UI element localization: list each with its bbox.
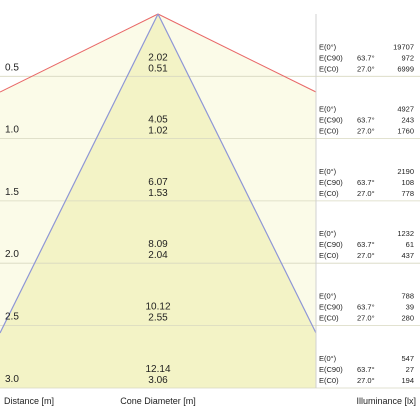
illuminance-ec90-value: 972: [401, 53, 414, 62]
illuminance-ec0-value: 194: [401, 376, 414, 385]
illuminance-axis-label: Illuminance [lx]: [356, 396, 416, 406]
illuminance-ec0-angle: 27.0°: [357, 64, 375, 73]
illuminance-ec0-label: E(C0): [319, 64, 339, 73]
cone-diameter-c90: 12.14: [145, 364, 170, 375]
cone-diameter-c0: 2.55: [148, 313, 168, 324]
cone-diameter-c90: 10.12: [145, 302, 170, 313]
illuminance-ec90-angle: 63.7°: [357, 116, 375, 125]
illuminance-e0-value: 547: [401, 354, 414, 363]
cone-diameter-c0: 1.53: [148, 188, 168, 199]
illuminance-ec0-label: E(C0): [319, 127, 339, 136]
illuminance-ec90-label: E(C90): [319, 303, 343, 312]
illuminance-e0-label: E(0°): [319, 42, 337, 51]
illuminance-ec90-label: E(C90): [319, 240, 343, 249]
illuminance-ec0-angle: 27.0°: [357, 314, 375, 323]
illuminance-ec90-value: 27: [406, 365, 414, 374]
cone-diameter-c0: 0.51: [148, 63, 168, 74]
illuminance-ec0-angle: 27.0°: [357, 189, 375, 198]
distance-label: 1.5: [5, 187, 19, 198]
wide-beam-edge-left: [0, 13, 159, 93]
illuminance-e0-label: E(0°): [319, 229, 337, 238]
illuminance-ec90-angle: 63.7°: [357, 303, 375, 312]
cone-diameter-c90: 8.09: [148, 239, 168, 250]
distance-label: 0.5: [5, 62, 19, 73]
illuminance-ec90-angle: 63.7°: [357, 53, 375, 62]
distance-axis-label: Distance [m]: [4, 396, 54, 406]
illuminance-e0-label: E(0°): [319, 105, 337, 114]
illuminance-ec0-label: E(C0): [319, 376, 339, 385]
illuminance-e0-value: 19707: [393, 42, 414, 51]
illuminance-ec0-label: E(C0): [319, 314, 339, 323]
illuminance-ec0-angle: 27.0°: [357, 127, 375, 136]
row-layer: 0.5 2.020.51 E(0°) 19707 E(C90) 63.7° 972 E(C0)…: [5, 42, 414, 386]
illuminance-e0-label: E(0°): [319, 167, 337, 176]
illuminance-ec90-label: E(C90): [319, 53, 343, 62]
illuminance-ec0-value: 437: [401, 251, 414, 260]
illuminance-e0-value: 788: [401, 292, 414, 301]
illuminance-e0-label: E(0°): [319, 354, 337, 363]
wide-beam-edge-right: [157, 13, 317, 93]
distance-label: 1.0: [5, 125, 19, 136]
distance-label: 3.0: [5, 374, 19, 385]
illuminance-ec0-value: 1760: [397, 127, 414, 136]
cone-diameter-c90: 2.02: [148, 52, 168, 63]
illuminance-ec90-value: 108: [401, 178, 414, 187]
illuminance-ec90-label: E(C90): [319, 178, 343, 187]
illuminance-ec0-value: 6999: [397, 64, 414, 73]
grid-lines: [0, 75, 420, 389]
distance-label: 2.0: [5, 249, 19, 260]
cone-diameter-c0: 1.02: [148, 126, 168, 137]
illuminance-ec0-angle: 27.0°: [357, 376, 375, 385]
narrow-beam-edge-left: [0, 13, 159, 334]
illuminance-e0-value: 4927: [397, 105, 414, 114]
illuminance-ec0-label: E(C0): [319, 251, 339, 260]
cone-diameter-c90: 6.07: [148, 177, 168, 188]
cone-diameter-c90: 4.05: [148, 115, 168, 126]
illuminance-e0-value: 2190: [397, 167, 414, 176]
illuminance-ec90-angle: 63.7°: [357, 240, 375, 249]
illuminance-ec90-value: 39: [406, 303, 414, 312]
illuminance-ec90-value: 61: [406, 240, 414, 249]
illuminance-ec90-value: 243: [401, 116, 414, 125]
illuminance-e0-value: 1232: [397, 229, 414, 238]
illuminance-ec0-value: 280: [401, 314, 414, 323]
distance-label: 2.5: [5, 312, 19, 323]
illuminance-ec0-label: E(C0): [319, 189, 339, 198]
illuminance-ec90-label: E(C90): [319, 116, 343, 125]
illuminance-ec0-angle: 27.0°: [357, 251, 375, 260]
cone-diameter-c0: 2.04: [148, 250, 168, 261]
illuminance-ec90-label: E(C90): [319, 365, 343, 374]
illuminance-ec90-angle: 63.7°: [357, 365, 375, 374]
cone-diameter-c0: 3.06: [148, 375, 168, 386]
narrow-beam-edge-right: [157, 13, 317, 334]
illuminance-e0-label: E(0°): [319, 292, 337, 301]
illuminance-ec90-angle: 63.7°: [357, 178, 375, 187]
illuminance-ec0-value: 778: [401, 189, 414, 198]
cone-diameter-axis-label: Cone Diameter [m]: [120, 396, 196, 406]
